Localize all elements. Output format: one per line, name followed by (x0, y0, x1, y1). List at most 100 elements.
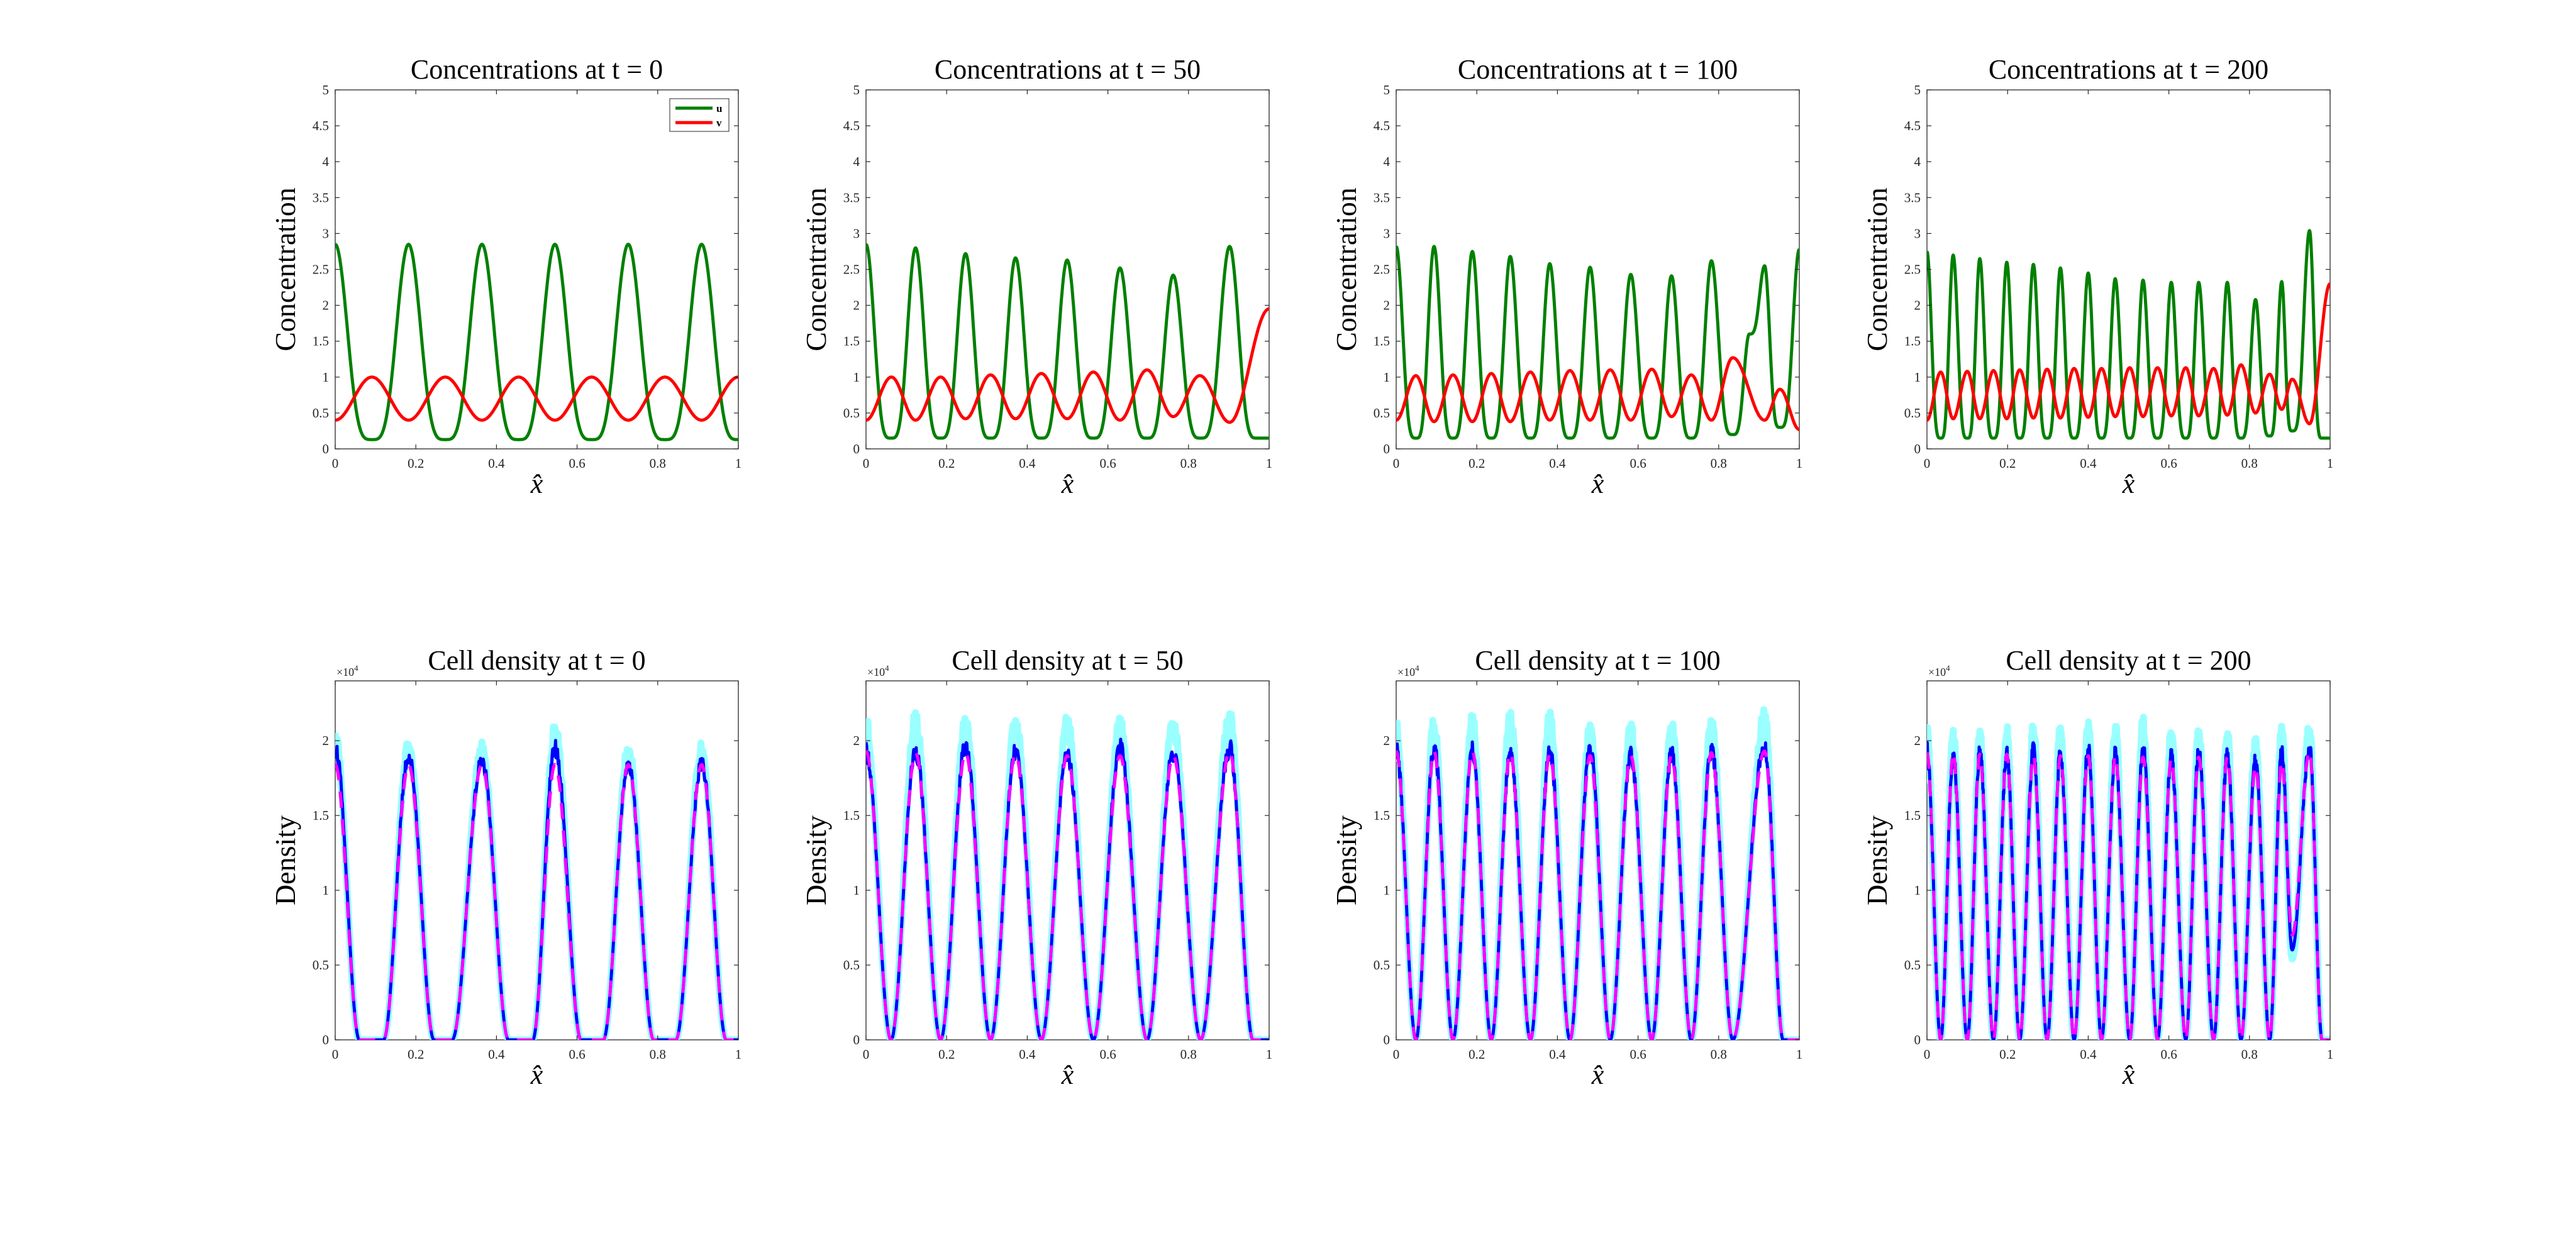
plot-area (1396, 245, 1799, 440)
plot-area (1927, 229, 2330, 440)
y-tick-label: 2.5 (1904, 262, 1921, 277)
y-tick-label: 1.5 (1374, 334, 1390, 349)
y-tick-label: 0.5 (1374, 406, 1390, 421)
x-tick-label: 0.2 (408, 1047, 424, 1062)
subplot-4: 0 0.2 0.4 0.6 0.8 1 0 0.5 1 1.5 2 2.5 3 3.5 4 4.5 5 Conce… (1861, 54, 2333, 499)
subplot-6: 0 0.2 0.4 0.6 0.8 1 0 0.5 1 1.5 2 ×104 Cell density … (800, 645, 1272, 1090)
y-tick-label: 5 (1384, 82, 1391, 97)
x-tick-label: 0.6 (1629, 1047, 1646, 1062)
y-tick-label: 1.5 (1374, 808, 1390, 823)
x-tick-label: 0.4 (488, 1047, 505, 1062)
exponent-power: 4 (885, 663, 889, 673)
y-tick-label: 0 (323, 441, 330, 456)
y-exponent-label: ×104 (867, 663, 889, 678)
y-axis-label: Concentration (1330, 187, 1362, 351)
y-exponent-label: ×104 (1928, 663, 1950, 678)
y-tick-label: 1 (1914, 883, 1921, 898)
x-tick-label: 0 (863, 1047, 870, 1062)
x-tick-label: 0 (863, 456, 870, 471)
x-tick-label: 0.6 (1099, 1047, 1116, 1062)
y-tick-label: 2 (853, 298, 860, 313)
y-exponent-label: ×104 (336, 663, 358, 678)
y-tick-label: 1 (323, 883, 330, 898)
axes-box (865, 89, 1270, 450)
subplot-title: Concentrations at t = 0 (411, 54, 663, 85)
y-tick-label: 3.5 (313, 190, 329, 205)
x-tick-label: 0.4 (2080, 456, 2097, 471)
y-tick-label: 2 (1384, 298, 1391, 313)
x-axis-label: x̂ (2122, 468, 2135, 499)
x-tick-label: 0 (332, 1047, 339, 1062)
subplot-title: Concentrations at t = 50 (935, 54, 1201, 85)
series-line-u (866, 243, 1269, 440)
x-tick-label: 0.8 (2241, 456, 2258, 471)
subplot-title: Cell density at t = 0 (428, 645, 645, 676)
series-line-v (1396, 356, 1799, 431)
x-axis-label: x̂ (1591, 468, 1604, 499)
y-tick-label: 2 (1384, 733, 1391, 748)
y-tick-label: 4.5 (843, 118, 860, 133)
y-tick-label: 3 (1914, 226, 1921, 241)
subplot-5: 0 0.2 0.4 0.6 0.8 1 0 0.5 1 1.5 2 ×104 Cell density … (269, 645, 741, 1090)
y-tick-label: 5 (323, 82, 330, 97)
x-tick-label: 0 (1924, 1047, 1931, 1062)
plot-area (335, 723, 738, 1040)
x-tick-label: 0.8 (2241, 1047, 2258, 1062)
x-axis-label: x̂ (1591, 1059, 1604, 1090)
y-tick-label: 1 (853, 370, 860, 385)
subplot-2: 0 0.2 0.4 0.6 0.8 1 0 0.5 1 1.5 2 2.5 3 3.5 4 4.5 5 Conce… (800, 54, 1272, 499)
y-tick-label: 3 (1384, 226, 1391, 241)
y-exponent-label: ×104 (1397, 663, 1419, 678)
plot-area (866, 709, 1269, 1040)
x-tick-label: 0.6 (2160, 1047, 2177, 1062)
y-tick-label: 0.5 (1904, 957, 1921, 973)
plot-area (866, 243, 1269, 440)
exponent-base: ×10 (336, 666, 354, 678)
x-tick-label: 0.2 (938, 1047, 955, 1062)
exponent-power: 4 (1946, 663, 1950, 673)
x-tick-label: 0.2 (1468, 1047, 1485, 1062)
y-axis-label: Density (1330, 815, 1362, 905)
x-tick-label: 1 (1796, 1047, 1803, 1062)
y-tick-label: 2.5 (313, 262, 329, 277)
y-tick-label: 0.5 (843, 957, 860, 973)
x-tick-label: 1 (1796, 456, 1803, 471)
y-tick-label: 4.5 (1904, 118, 1921, 133)
x-tick-label: 0.2 (1999, 456, 2016, 471)
legend-label-u: u (716, 102, 722, 114)
y-axis-label: Density (800, 815, 832, 905)
x-tick-label: 0.8 (1711, 456, 1727, 471)
exponent-base: ×10 (1928, 666, 1946, 678)
y-tick-label: 5 (853, 82, 860, 97)
series-line-mean (866, 749, 1269, 1040)
series-line-v (1927, 282, 2330, 426)
y-tick-label: 2 (1914, 298, 1921, 313)
x-tick-label: 0.4 (1019, 456, 1036, 471)
x-tick-label: 0.8 (650, 456, 666, 471)
x-tick-label: 0 (332, 456, 339, 471)
y-tick-label: 0 (1384, 441, 1391, 456)
subplot-7: 0 0.2 0.4 0.6 0.8 1 0 0.5 1 1.5 2 ×104 Cell density … (1330, 645, 1802, 1090)
exponent-base: ×10 (867, 666, 885, 678)
y-tick-label: 1.5 (1904, 334, 1921, 349)
y-tick-label: 1 (1384, 883, 1391, 898)
x-tick-label: 0.4 (488, 456, 505, 471)
y-tick-label: 3.5 (843, 190, 860, 205)
y-tick-label: 1.5 (313, 334, 329, 349)
y-tick-label: 0 (853, 1032, 860, 1047)
y-tick-label: 1 (1384, 370, 1391, 385)
y-tick-label: 3 (853, 226, 860, 241)
y-tick-label: 1.5 (313, 808, 329, 823)
x-tick-label: 1 (2327, 1047, 2334, 1062)
y-tick-label: 0.5 (843, 406, 860, 421)
y-tick-label: 2 (323, 733, 330, 748)
x-tick-label: 0.6 (569, 1047, 585, 1062)
x-axis-label: x̂ (530, 468, 543, 499)
series-line-mean (335, 763, 738, 1040)
x-tick-label: 0.6 (569, 456, 585, 471)
y-axis-label: Density (269, 815, 301, 905)
subplot-1: 0 0.2 0.4 0.6 0.8 1 0 0.5 1 1.5 2 2.5 3 3.5 4 4.5 5 Conce… (269, 54, 741, 499)
series-line-sample (866, 737, 1269, 1040)
exponent-base: ×10 (1397, 666, 1415, 678)
